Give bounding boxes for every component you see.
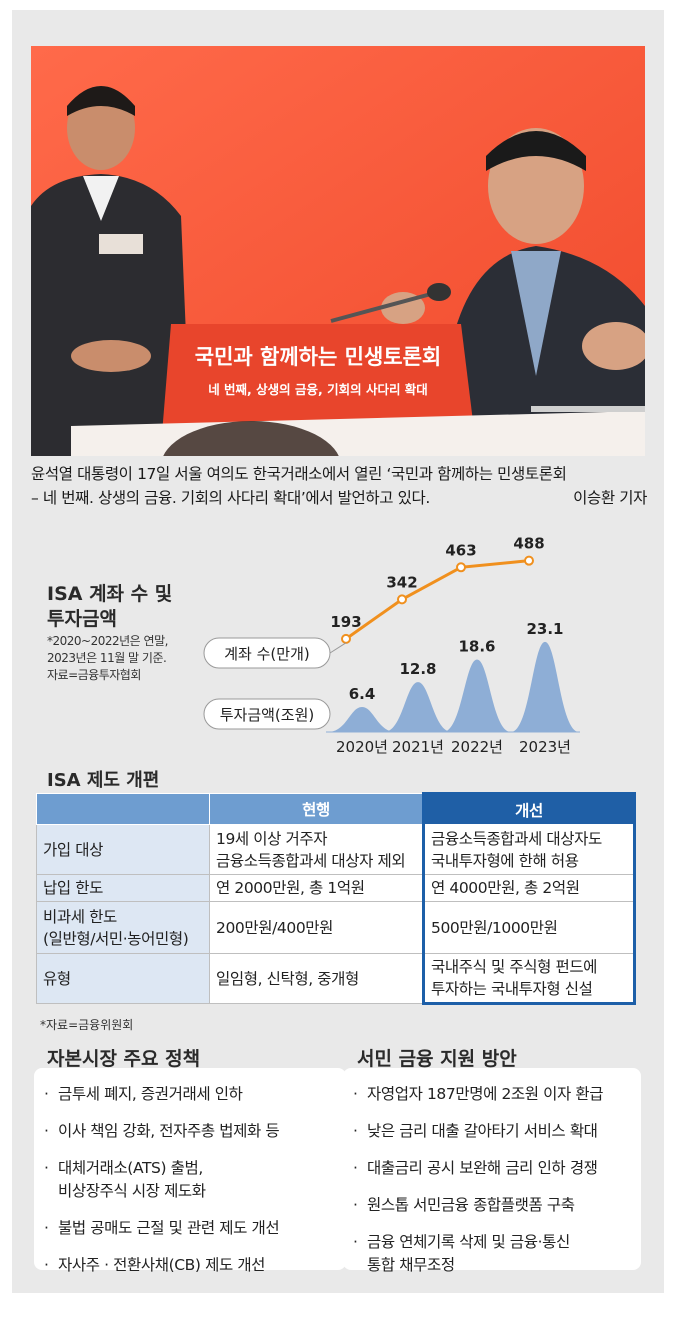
line-data-label: 342 — [386, 573, 417, 591]
line-data-label: 463 — [445, 541, 476, 559]
photo-illustration: 국민과 함께하는 민생토론회 네 번째, 상생의 금융, 기회의 사다리 확대 — [31, 46, 645, 456]
news-photo: 국민과 함께하는 민생토론회 네 번째, 상생의 금융, 기회의 사다리 확대 — [31, 46, 645, 456]
capital-market-title: 자본시장 주요 정책 — [47, 1048, 201, 1070]
row-label: 비과세 한도 (일반형/서민·농어민형) — [36, 901, 210, 954]
table-row: 비과세 한도 (일반형/서민·농어민형) 200만원/400만원 500만원/10… — [36, 901, 636, 954]
legend-label-accounts: 계좌 수(만개) — [224, 645, 309, 663]
x-tick-label: 2022년 — [451, 738, 503, 756]
finance-support-list: 자영업자 187만명에 2조원 이자 환급 낮은 금리 대출 갈아타기 서비스 … — [353, 1083, 631, 1277]
row-label: 납입 한도 — [36, 874, 210, 902]
line-data-label: 488 — [513, 535, 544, 553]
cell-line: 19세 이상 거주자 — [216, 829, 328, 848]
line-point — [397, 594, 407, 605]
banner-sub-text: 네 번째, 상생의 금융, 기회의 사다리 확대 — [208, 382, 428, 397]
cell-improved: 연 4000만원, 총 2억원 — [422, 874, 636, 902]
list-item: 낮은 금리 대출 갈아타기 서비스 확대 — [353, 1120, 631, 1143]
cell-current: 일임형, 신탁형, 중개형 — [209, 953, 424, 1004]
list-item: 자영업자 187만명에 2조원 이자 환급 — [353, 1083, 631, 1106]
row-label: 가입 대상 — [36, 824, 210, 875]
line-point — [456, 562, 466, 573]
finance-support-title: 서민 금융 지원 방안 — [357, 1048, 517, 1070]
table-source: *자료=금융위원회 — [40, 1018, 134, 1032]
list-item-line: 금융 연체기록 삭제 및 금융·통신 — [367, 1233, 570, 1251]
photo-credit: 이승환 기자 — [573, 489, 647, 507]
line-point — [341, 633, 351, 644]
x-tick-label: 2023년 — [519, 738, 571, 756]
capital-market-box: 금투세 폐지, 증권거래세 인하 이사 책임 강화, 전자주총 법제화 등 대체… — [34, 1068, 346, 1277]
cell-line: 국내투자형에 한해 허용 — [431, 851, 579, 870]
table-header-improved: 개선 — [422, 792, 636, 825]
chart-note-line-3: 자료=금융투자협회 — [47, 668, 141, 682]
caption-line-2: – 네 번째. 상생의 금융. 기회의 사다리 확대’에서 발언하고 있다. — [31, 489, 430, 507]
area-hump — [443, 659, 511, 732]
area-data-label: 12.8 — [399, 660, 436, 678]
list-item: 원스톱 서민금융 종합플랫폼 구축 — [353, 1194, 631, 1217]
list-item: 금투세 폐지, 증권거래세 인하 — [44, 1083, 336, 1106]
chart-title-line-1: ISA 계좌 수 및 — [47, 583, 173, 605]
legend-connector — [329, 642, 347, 654]
line-series — [345, 559, 530, 641]
table-header-row: 현행 개선 — [36, 792, 636, 825]
x-tick-label: 2021년 — [392, 738, 444, 756]
legend-box-investment — [203, 698, 331, 730]
photo-caption: 윤석열 대통령이 17일 서울 여의도 한국거래소에서 열린 ‘국민과 함께하는… — [31, 462, 647, 510]
list-item-line: 비상장주식 시장 제도화 — [58, 1182, 206, 1200]
cell-line: 금융소득종합과세 대상자도 — [431, 829, 602, 848]
chart-note-line-2: 2023년은 11월 말 기준. — [47, 651, 167, 665]
list-item: 불법 공매도 근절 및 관련 제도 개선 — [44, 1217, 336, 1240]
legend-label-investment: 투자금액(조원) — [220, 706, 315, 724]
cell-line: 금융소득종합과세 대상자 제외 — [216, 851, 406, 870]
list-item: 대출금리 공시 보완해 금리 인하 경쟁 — [353, 1157, 631, 1180]
line-point — [524, 555, 534, 566]
area-data-label: 18.6 — [458, 637, 495, 655]
table-title: ISA 제도 개편 — [47, 770, 160, 791]
row-label: 유형 — [36, 953, 210, 1004]
table-row: 납입 한도 연 2000만원, 총 1억원 연 4000만원, 총 2억원 — [36, 874, 636, 902]
cell-line: 투자하는 국내투자형 신설 — [431, 980, 593, 998]
area-data-label: 23.1 — [526, 620, 563, 638]
list-item: 자사주 · 전환사채(CB) 제도 개선 — [44, 1254, 336, 1277]
isa-chart: 6.4 12.8 18.6 23.1 193 342 463 488 2020년 2021년 202… — [203, 535, 580, 756]
area-hump — [328, 707, 396, 732]
cell-line: 국내주식 및 주식형 펀드에 — [431, 958, 598, 976]
area-data-label: 6.4 — [349, 685, 376, 703]
list-item-line: 대체거래소(ATS) 출범, — [58, 1159, 203, 1177]
area-hump — [511, 641, 579, 732]
finance-support-box: 자영업자 187만명에 2조원 이자 환급 낮은 금리 대출 갈아타기 서비스 … — [343, 1068, 641, 1274]
table-header-blank — [36, 793, 210, 825]
list-item: 이사 책임 강화, 전자주총 법제화 등 — [44, 1120, 336, 1143]
area-hump — [384, 682, 452, 732]
cell-improved: 500만원/1000만원 — [422, 901, 636, 954]
chart-title: ISA 계좌 수 및 투자금액 — [47, 582, 172, 632]
list-item: 대체거래소(ATS) 출범, 비상장주식 시장 제도화 — [44, 1157, 336, 1203]
cell-current: 연 2000만원, 총 1억원 — [209, 874, 424, 902]
row-label-line: 비과세 한도 — [43, 907, 117, 926]
line-data-label: 193 — [330, 613, 361, 631]
chart-title-line-2: 투자금액 — [47, 608, 117, 630]
x-tick-label: 2020년 — [336, 738, 388, 756]
banner-main-text: 국민과 함께하는 민생토론회 — [195, 345, 441, 369]
list-item-line: 통합 채무조정 — [367, 1256, 455, 1274]
chart-note: *2020~2022년은 연말, 2023년은 11월 말 기준. 자료=금융투… — [47, 633, 168, 684]
row-label-line: (일반형/서민·농어민형) — [43, 929, 189, 948]
capital-market-list: 금투세 폐지, 증권거래세 인하 이사 책임 강화, 전자주총 법제화 등 대체… — [44, 1083, 336, 1277]
cell-current: 200만원/400만원 — [209, 901, 424, 954]
caption-line-1: 윤석열 대통령이 17일 서울 여의도 한국거래소에서 열린 ‘국민과 함께하는… — [31, 465, 567, 483]
table-header-current: 현행 — [209, 793, 424, 825]
chart-note-line-1: *2020~2022년은 연말, — [47, 634, 168, 648]
